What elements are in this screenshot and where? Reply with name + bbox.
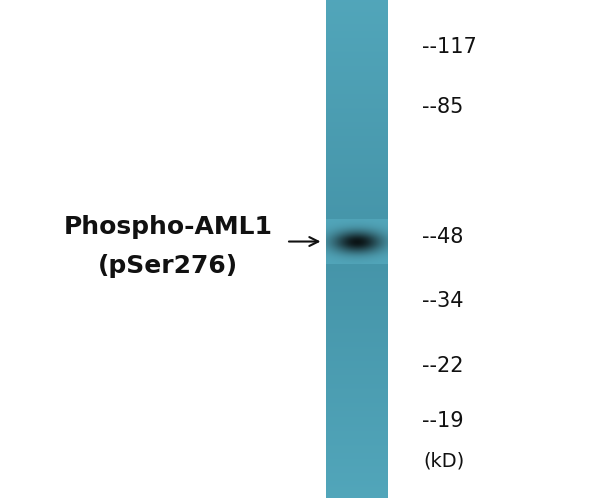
Text: (pSer276): (pSer276) <box>98 254 238 278</box>
Text: --34: --34 <box>422 291 463 311</box>
Text: (kD): (kD) <box>424 451 465 470</box>
Text: --19: --19 <box>422 411 464 431</box>
Text: --117: --117 <box>422 37 477 57</box>
Text: Phospho-AML1: Phospho-AML1 <box>64 215 273 239</box>
Text: --85: --85 <box>422 97 463 117</box>
Text: --22: --22 <box>422 356 463 376</box>
Text: --48: --48 <box>422 227 463 247</box>
